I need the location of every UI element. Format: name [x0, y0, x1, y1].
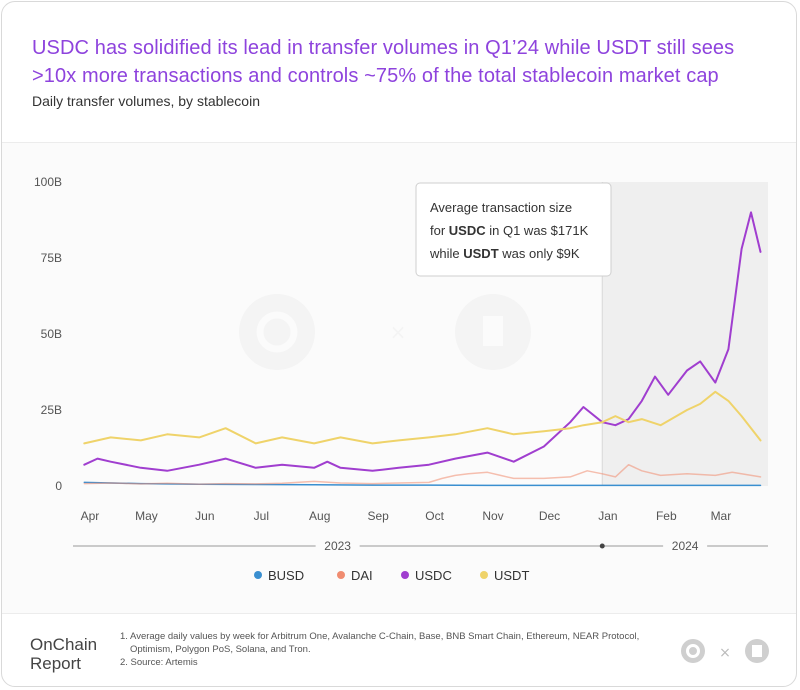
x-tick-label: Aug [309, 509, 330, 523]
q1-highlight-region [602, 182, 768, 486]
legend-item-dai: DAI [337, 568, 373, 583]
brand-line-1: OnChain [30, 635, 98, 654]
x-tick-label: Mar [711, 509, 732, 523]
y-tick-label: 0 [55, 479, 62, 493]
y-tick-label: 25B [41, 403, 62, 417]
series-line-dai [83, 463, 762, 485]
x-tick-label: Feb [656, 509, 677, 523]
legend-label: DAI [351, 568, 373, 583]
legend-item-usdt: USDT [480, 568, 529, 583]
line-chart: × 0 25B 50B 75B 100B Apr May Jun Jul Aug Sep Oct No… [34, 175, 768, 583]
x-tick-label: Sep [367, 509, 389, 523]
annotation-line-2: for USDC in Q1 was $171K [430, 223, 589, 238]
x-tick-label: Jul [254, 509, 269, 523]
footnotes: 1. Average daily values by week for Arbi… [120, 630, 680, 669]
legend-swatch [480, 571, 488, 579]
footnote-2: 2. Source: Artemis [120, 657, 198, 668]
annotation-line-1: Average transaction size [430, 200, 572, 215]
footer-logos: × [681, 639, 769, 663]
footnote-1: 1. Average daily values by week for Arbi… [120, 631, 640, 642]
legend-swatch [337, 571, 345, 579]
y-tick-label: 75B [41, 251, 62, 265]
year-divider-dot [599, 543, 605, 549]
year-label-2024: 2024 [672, 539, 699, 553]
chart-title: USDC has solidified its lead in transfer… [32, 37, 735, 87]
x-tick-label: Apr [81, 509, 100, 523]
y-tick-label: 100B [34, 175, 62, 189]
x-tick-label: Nov [482, 509, 503, 523]
svg-text:×: × [390, 320, 407, 344]
x-tick-label: Jan [598, 509, 617, 523]
annotation-line-3: while USDT was only $9K [429, 246, 580, 261]
legend-label: USDC [415, 568, 452, 583]
chart-subtitle: Daily transfer volumes, by stablecoin [32, 93, 260, 109]
a-logo-icon [745, 639, 769, 663]
series-line-usdc [83, 211, 762, 472]
brand-line-2: Report [30, 654, 82, 673]
legend-label: BUSD [268, 568, 304, 583]
series-line-usdt [83, 390, 762, 445]
q-logo-icon [681, 639, 705, 663]
footer: OnChain Report 1. Average daily values b… [0, 611, 796, 686]
watermark-logos: × [239, 294, 531, 370]
x-tick-label: May [135, 509, 158, 523]
footnote-1-cont: Optimism, Polygon PoS, Solana, and Tron. [130, 644, 311, 655]
legend-item-usdc: USDC [401, 568, 452, 583]
x-tick-label: Jun [195, 509, 214, 523]
year-label-2023: 2023 [324, 539, 351, 553]
legend-swatch [401, 571, 409, 579]
y-tick-label: 50B [41, 327, 62, 341]
x-tick-label: Dec [539, 509, 560, 523]
brand-name: OnChain Report [30, 635, 97, 673]
legend-label: USDT [494, 568, 529, 583]
annotation-box: Average transaction size for USDC in Q1 … [415, 182, 612, 277]
chart-header: USDC has solidified its lead in transfer… [2, 2, 796, 142]
legend-swatch [254, 571, 262, 579]
x-tick-label: Oct [425, 509, 444, 523]
legend-item-busd: BUSD [254, 568, 304, 583]
times-icon: × [719, 645, 731, 661]
